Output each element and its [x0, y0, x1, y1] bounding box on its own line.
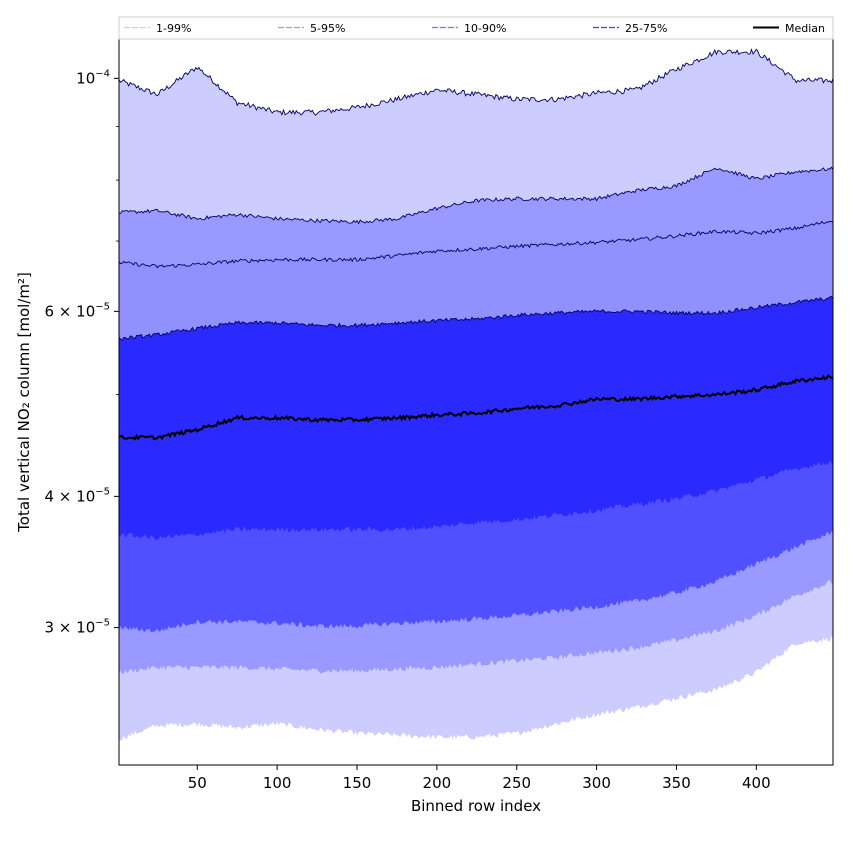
plot-area [118, 38, 834, 766]
line-99 [118, 48, 834, 116]
x-tick-label: 350 [662, 774, 691, 792]
percentile-bands [119, 49, 833, 741]
x-tick-label: 300 [582, 774, 611, 792]
legend-label: 1-99% [156, 22, 191, 35]
legend-label: 10-90% [464, 22, 506, 35]
x-tick-label: 100 [263, 774, 292, 792]
y-tick-label: 4 × 10−5 [45, 486, 111, 505]
line-95 [118, 166, 834, 225]
legend: 1-99% 5-95% 10-90% 25-75% Median [118, 16, 834, 40]
line-75 [118, 295, 834, 341]
legend-label: 25-75% [625, 22, 667, 35]
x-axis-label: Binned row index [411, 797, 541, 815]
x-tick-label: 200 [423, 774, 452, 792]
x-tick-label: 250 [502, 774, 531, 792]
x-tick-label: 400 [742, 774, 771, 792]
legend-box [118, 16, 834, 40]
y-axis: 3 × 10−5 4 × 10−5 6 × 10−5 10−4 [45, 68, 119, 637]
x-axis: 50 100 150 200 250 300 350 400 [188, 765, 771, 792]
x-tick-label: 50 [188, 774, 207, 792]
legend-label: 5-95% [310, 22, 345, 35]
median-line [118, 374, 834, 441]
y-tick-label: 10−4 [76, 68, 110, 87]
x-tick-label: 150 [343, 774, 372, 792]
y-axis-label: Total vertical NO₂ column [mol/m²] [15, 272, 33, 533]
legend-label: Median [785, 22, 825, 35]
percentile-lines [118, 48, 834, 441]
y-tick-label: 3 × 10−5 [45, 618, 111, 637]
y-tick-label: 6 × 10−5 [45, 301, 111, 320]
line-90 [118, 220, 834, 269]
band-inner [119, 296, 833, 541]
